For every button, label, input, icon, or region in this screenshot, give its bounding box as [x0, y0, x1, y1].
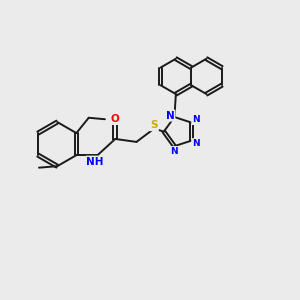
Text: S: S — [150, 120, 158, 130]
Text: N: N — [192, 115, 200, 124]
Text: NH: NH — [86, 157, 104, 166]
Text: N: N — [166, 111, 174, 121]
Text: N: N — [171, 147, 178, 156]
Text: O: O — [111, 114, 120, 124]
Text: N: N — [192, 139, 200, 148]
